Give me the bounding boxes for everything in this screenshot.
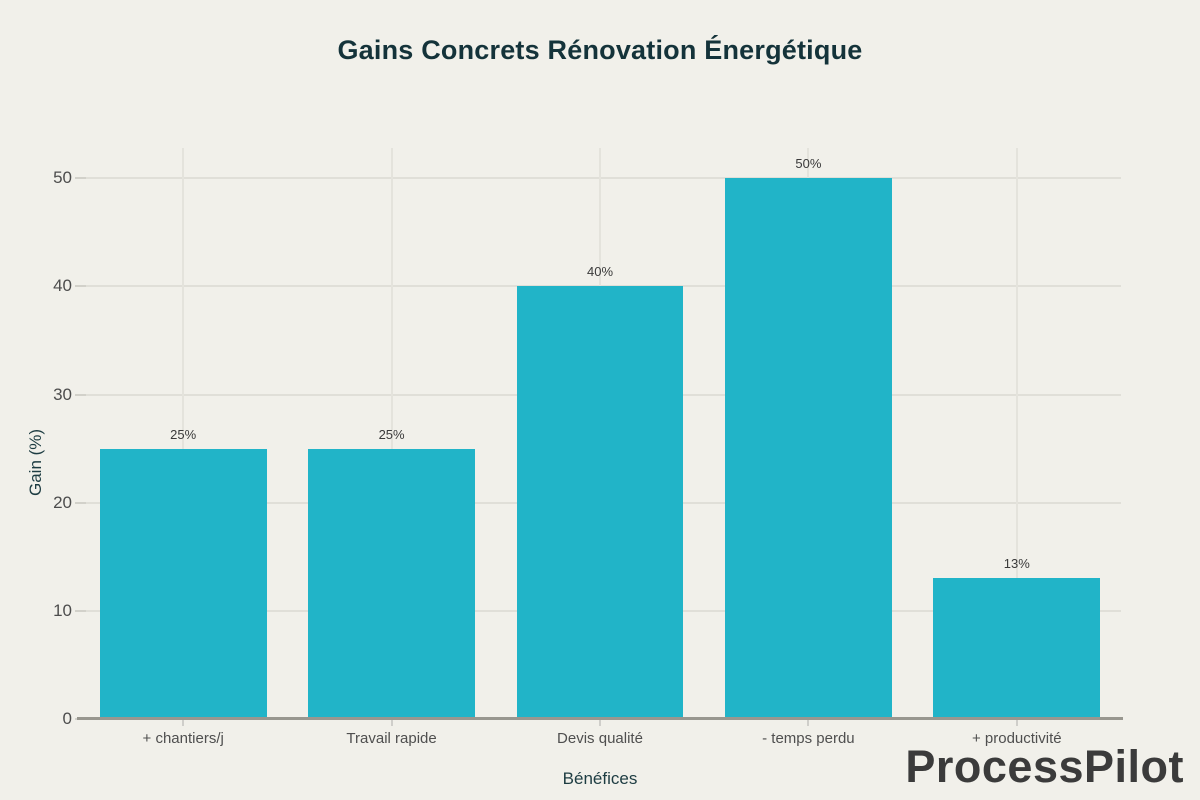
- bar-value-label: 40%: [586, 264, 614, 280]
- bar-value-label: 25%: [170, 426, 197, 442]
- bar-5: [933, 578, 1101, 719]
- x-tick-mark: [1015, 720, 1018, 726]
- y-tick-label: 30: [53, 384, 72, 404]
- bar-1: [99, 448, 267, 719]
- y-tick-label: 20: [53, 492, 72, 512]
- chart-title: Gains Concrets Rénovation Énergétique: [337, 35, 863, 65]
- y-tick-label: 40: [53, 276, 72, 296]
- x-axis-line: [77, 717, 1123, 720]
- x-tick-label: Travail rapide: [346, 730, 437, 747]
- plot-area: 25% 25% 40% 50% 13%: [79, 148, 1121, 719]
- y-tick-label: 50: [53, 168, 72, 188]
- bar-value-label: 50%: [795, 156, 822, 172]
- y-tick-label: 0: [62, 709, 72, 728]
- y-tick-label: 10: [53, 600, 72, 620]
- x-tick-mark: [599, 720, 601, 726]
- bar-value-label: 13%: [1003, 556, 1030, 572]
- x-tick-label: + chantiers/j: [142, 730, 224, 747]
- x-axis-title: Bénéfices: [562, 769, 638, 788]
- y-axis-title-text: Gain (%): [26, 428, 45, 496]
- y-tick-mark: [75, 177, 86, 180]
- x-tick-label: + productivité: [971, 730, 1062, 747]
- y-tick-mark: [75, 609, 86, 612]
- bar-value-label: 25%: [378, 426, 405, 442]
- y-tick-mark: [75, 285, 86, 288]
- y-tick-mark: [75, 501, 86, 504]
- y-tick-mark: [75, 393, 86, 396]
- x-tick-label: Devis qualité: [557, 730, 643, 747]
- x-tick-mark: [182, 720, 185, 726]
- x-tick-label: - temps perdu: [762, 730, 855, 747]
- brand-watermark: ProcessPilot: [905, 741, 1184, 792]
- bar-4: [725, 178, 892, 719]
- bar-2: [308, 448, 475, 719]
- x-gridline: [390, 148, 393, 719]
- bar-3: [516, 286, 684, 719]
- x-gridline: [182, 148, 185, 719]
- x-gridline: [1015, 148, 1018, 719]
- x-tick-mark: [390, 720, 393, 726]
- x-tick-mark: [807, 720, 810, 726]
